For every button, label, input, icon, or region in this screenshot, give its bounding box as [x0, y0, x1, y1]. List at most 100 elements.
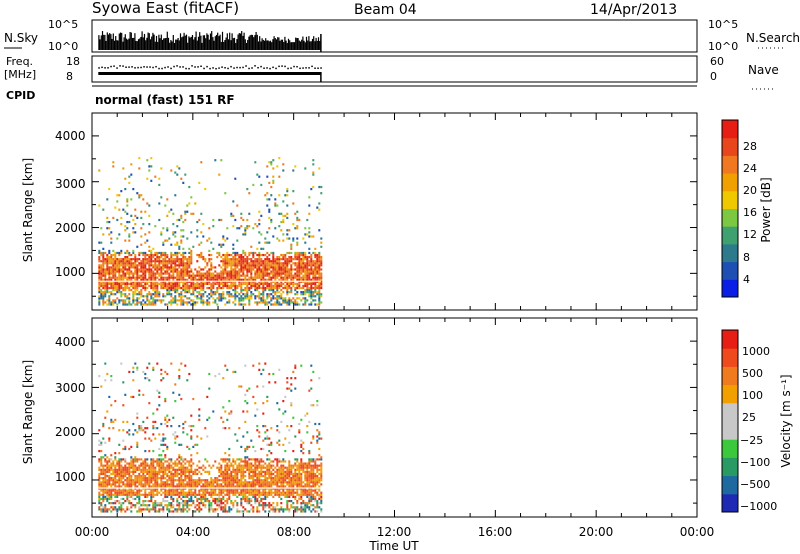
heatmap-cell	[272, 175, 275, 178]
heatmap-cell	[152, 274, 155, 277]
heatmap-cell	[130, 491, 133, 494]
heatmap-cell	[180, 443, 183, 446]
heatmap-cell	[216, 288, 219, 292]
heatmap-cell	[220, 491, 223, 494]
heatmap-cell	[224, 192, 227, 195]
heatmap-cell	[158, 295, 161, 298]
heatmap-cell	[284, 194, 287, 197]
heatmap-cell	[226, 466, 229, 469]
heatmap-cell	[136, 264, 139, 267]
heatmap-cell	[214, 491, 217, 494]
heatmap-cell	[302, 266, 305, 269]
heatmap-cell	[286, 387, 289, 390]
heatmap-cell	[158, 454, 161, 457]
nave-dot	[308, 67, 310, 69]
heatmap-cell	[134, 223, 137, 226]
heatmap-cell	[154, 286, 157, 290]
heatmap-cell	[298, 274, 301, 277]
heatmap-cell	[186, 483, 189, 486]
nsky-bar	[269, 40, 272, 50]
heatmap-cell	[148, 491, 151, 494]
nsky-bar	[275, 39, 278, 50]
heatmap-cell	[314, 256, 317, 259]
heatmap-cell	[262, 508, 265, 511]
heatmap-cell	[262, 439, 265, 442]
heatmap-cell	[234, 299, 237, 302]
heatmap-cell	[188, 472, 191, 476]
heatmap-cell	[108, 272, 111, 275]
heatmap-cell	[146, 477, 149, 480]
heatmap-cell	[270, 185, 273, 189]
heatmap-cell	[168, 477, 171, 480]
heatmap-cell	[284, 508, 287, 511]
heatmap-cell	[284, 301, 287, 304]
heatmap-cell	[166, 372, 169, 376]
heatmap-cell	[190, 479, 193, 482]
heatmap-cell	[268, 477, 271, 480]
heatmap-cell	[126, 483, 129, 486]
nave-dot	[248, 67, 250, 70]
heatmap-cell	[190, 504, 193, 507]
heatmap-cell	[182, 470, 185, 474]
heatmap-cell	[98, 169, 101, 172]
heatmap-cell	[128, 495, 131, 498]
heatmap-cell	[238, 270, 241, 273]
heatmap-cell	[256, 474, 259, 478]
nsky-bar	[281, 39, 284, 50]
heatmap-cell	[312, 260, 315, 263]
heatmap-cell	[130, 262, 133, 265]
heatmap-cell	[212, 272, 215, 275]
heatmap-cell	[188, 258, 191, 261]
heatmap-cell	[138, 167, 141, 170]
heatmap-cell	[218, 470, 221, 474]
heatmap-cell	[290, 266, 293, 269]
heatmap-cell	[180, 260, 183, 263]
heatmap-cell	[178, 493, 181, 496]
nsky-bar	[189, 37, 191, 50]
heatmap-cell	[196, 481, 199, 484]
heatmap-cell	[242, 256, 245, 259]
heatmap-cell	[228, 477, 231, 480]
heatmap-cell	[188, 276, 191, 279]
heatmap-cell	[122, 502, 125, 505]
heatmap-cell	[272, 268, 275, 271]
heatmap-cell	[262, 266, 265, 269]
heatmap-cell	[132, 286, 135, 290]
heatmap-cell	[98, 301, 101, 304]
heatmap-cell	[256, 429, 259, 432]
heatmap-cell	[228, 466, 231, 469]
heatmap-cell	[230, 479, 233, 482]
heatmap-cell	[148, 260, 151, 263]
heatmap-cell	[162, 241, 165, 244]
heatmap-cell	[314, 268, 317, 271]
heatmap-cell	[174, 435, 177, 438]
heatmap-cell	[252, 253, 255, 257]
heatmap-cell	[180, 291, 183, 294]
heatmap-cell	[118, 286, 121, 290]
heatmap-cell	[148, 464, 151, 467]
heatmap-cell	[244, 274, 247, 277]
heatmap-cell	[168, 284, 171, 288]
heatmap-cell	[218, 218, 221, 222]
heatmap-cell	[292, 169, 295, 172]
heatmap-cell	[164, 276, 167, 279]
heatmap-cell	[302, 270, 305, 273]
heatmap-cell	[130, 466, 133, 469]
heatmap-cell	[260, 466, 263, 469]
heatmap-cell	[252, 481, 255, 484]
nave-dot	[254, 65, 256, 67]
heatmap-cell	[294, 495, 297, 498]
heatmap-cell	[100, 460, 103, 463]
heatmap-cell	[194, 276, 197, 279]
heatmap-cell	[296, 225, 299, 228]
heatmap-cell	[142, 420, 145, 424]
heatmap-cell	[296, 286, 299, 290]
heatmap-cell	[286, 301, 289, 304]
heatmap-cell	[144, 272, 147, 275]
heatmap-cell	[312, 262, 315, 265]
heatmap-cell	[248, 485, 251, 488]
heatmap-cell	[244, 231, 247, 234]
heatmap-cell	[142, 274, 145, 277]
nsky-bar	[278, 37, 280, 50]
heatmap-cell	[270, 264, 273, 267]
